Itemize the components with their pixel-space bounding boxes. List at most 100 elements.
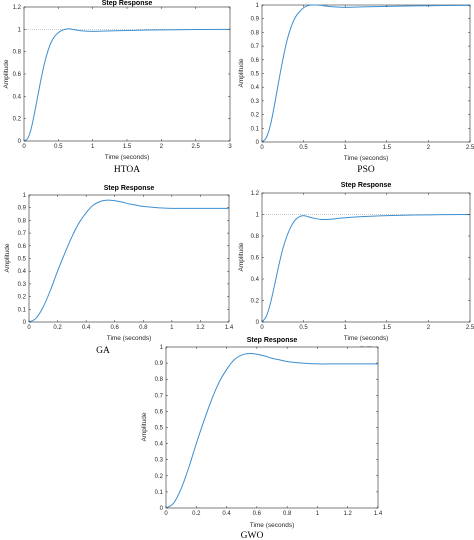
y-tick-label: 0.4	[18, 269, 27, 275]
y-tick-label: 0	[23, 320, 27, 326]
y-tick-label: 0.4	[13, 94, 22, 100]
x-axis-label: Time (seconds)	[344, 155, 389, 162]
x-tick-label: 2.5	[466, 325, 474, 331]
plot-title: Step Response	[102, 0, 153, 7]
panel-pso: 0 0.5 1 1.5 2 2.5 0 0.1 0.2 0.3 0.4 0.5 0.6 0.7 0.8 0.9…	[238, 3, 474, 175]
plot-area	[23, 6, 231, 142]
x-tick-label: 0	[260, 145, 264, 151]
y-tick-label: 0.1	[155, 490, 164, 496]
x-tick-label: 1.5	[123, 144, 132, 150]
y-tick-label: 0.9	[155, 361, 164, 367]
y-tick-label: 0.9	[251, 17, 260, 23]
figure-caption: HTOA	[114, 165, 140, 175]
x-tick-label: 0.5	[54, 144, 63, 150]
x-tick-label: 1	[91, 144, 95, 150]
x-tick-label: 2	[427, 145, 431, 151]
y-axis-label: Amplitude	[238, 242, 245, 271]
y-tick-label: 0	[256, 320, 260, 326]
y-tick-label: 0.5	[155, 426, 164, 432]
x-tick-label: 1	[344, 325, 348, 331]
step-response-line	[28, 199, 229, 323]
y-tick-label: 0	[256, 140, 260, 146]
panel-gwo: Step Response 0 0.2 0.4 0.6 0.8 1 1.2 1.4 0 0.1 0.…	[141, 337, 383, 540]
y-tick-label: 0.5	[18, 257, 27, 263]
y-tick-label: 0.2	[155, 474, 164, 480]
y-tick-label: 0	[160, 506, 164, 512]
y-tick-label: 0.2	[13, 117, 22, 123]
y-tick-label: 0.1	[251, 126, 260, 132]
y-tick-label: 0.6	[18, 244, 27, 250]
y-tick-label: 0.8	[18, 218, 27, 224]
figure-caption: GA	[96, 346, 110, 356]
y-tick-label: 0.8	[251, 30, 260, 36]
x-tick-label: 0.8	[283, 511, 292, 517]
y-tick-label: 0.6	[251, 58, 260, 64]
y-tick-label: 0.2	[18, 295, 27, 301]
x-axis-label: Time (seconds)	[250, 522, 295, 529]
y-tick-label: 0.1	[18, 307, 27, 313]
x-tick-label: 0.6	[253, 511, 262, 517]
y-tick-label: 0	[18, 139, 22, 145]
x-tick-label: 2.5	[191, 144, 200, 150]
x-tick-label: 1.2	[196, 325, 205, 331]
step-response-line	[23, 28, 231, 142]
y-tick-label: 0.5	[251, 72, 260, 78]
x-tick-label: 0.6	[111, 325, 120, 331]
y-tick-label: 1	[160, 345, 164, 351]
y-tick-label: 0.7	[18, 231, 27, 237]
plot-area	[261, 4, 471, 143]
y-tick-label: 0.2	[251, 113, 260, 119]
y-tick-label: 0.7	[251, 44, 260, 50]
y-axis-label: Amplitude	[238, 58, 245, 87]
x-tick-label: 0.2	[192, 511, 201, 517]
y-tick-label: 0.3	[155, 458, 164, 464]
plot-area	[261, 192, 471, 323]
x-tick-label: 2	[427, 325, 431, 331]
figure-caption: GWO	[241, 531, 264, 540]
y-axis-label: Amplitude	[4, 243, 11, 272]
x-tick-label: 0.4	[222, 511, 231, 517]
panel-htoa: Step Response 0 0.5 1 1.5 2 2.5 3 0 0.2 0.4 0.6 0.8…	[3, 0, 232, 175]
y-tick-label: 1	[256, 3, 260, 9]
y-tick-label: 0.6	[155, 409, 164, 415]
x-tick-label: 0	[22, 144, 26, 150]
x-tick-label: 1.5	[383, 145, 392, 151]
x-tick-label: 0	[27, 325, 31, 331]
y-tick-label: 0.7	[155, 393, 164, 399]
y-tick-label: 0.4	[251, 277, 260, 283]
x-tick-label: 1.4	[374, 511, 383, 517]
y-tick-label: 0.9	[18, 206, 27, 212]
x-tick-label: 0	[164, 511, 168, 517]
plot-title: Step Response	[104, 185, 155, 192]
y-tick-label: 0.6	[13, 72, 22, 78]
x-axis-label: Time (seconds)	[107, 335, 152, 342]
y-tick-label: 0.4	[251, 85, 260, 91]
x-tick-label: 1.4	[225, 325, 234, 331]
x-tick-label: 1	[316, 511, 320, 517]
x-tick-label: 1.2	[344, 511, 353, 517]
plot-title: Step Response	[247, 337, 298, 344]
x-tick-label: 1	[344, 145, 348, 151]
x-tick-label: 0.4	[82, 325, 91, 331]
x-tick-label: 0.2	[53, 325, 62, 331]
plot-area	[165, 346, 379, 509]
x-tick-label: 0.8	[139, 325, 148, 331]
x-tick-label: 0	[260, 325, 264, 331]
x-axis-label: Time (seconds)	[105, 154, 150, 161]
x-tick-label: 0.5	[299, 325, 308, 331]
y-tick-label: 0.8	[155, 377, 164, 383]
plot-area	[28, 194, 230, 323]
y-axis-label: Amplitude	[3, 59, 10, 88]
panel-ga: Step Response 0 0.2 0.4 0.6 0.8 1 1.2 1.4 0 0.1 0.…	[4, 185, 234, 356]
x-tick-label: 2.5	[466, 145, 474, 151]
y-tick-label: 1	[256, 213, 260, 219]
step-response-line	[261, 4, 471, 143]
y-axis-label: Amplitude	[141, 412, 148, 441]
y-tick-label: 0.2	[251, 299, 260, 305]
step-response-line	[165, 352, 378, 509]
y-tick-label: 0.6	[251, 256, 260, 262]
x-tick-label: 2	[160, 144, 164, 150]
y-tick-label: 1	[18, 27, 22, 33]
panel-de: Step Response 0 0.5 1 1.5 2 2.5 0 0.2 0.4 0.6 0.8 1…	[238, 182, 474, 356]
